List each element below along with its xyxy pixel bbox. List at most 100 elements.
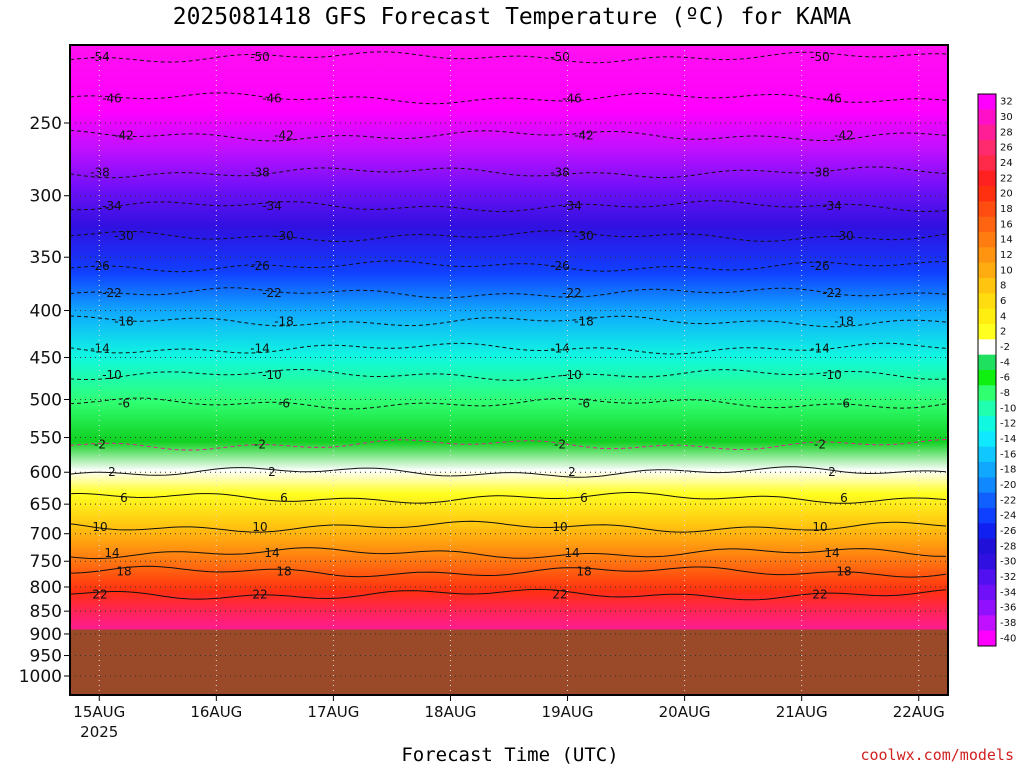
y-tick-label: 800 [30, 578, 62, 598]
contour-label: 18 [116, 565, 131, 579]
contour-label: -46 [102, 91, 122, 105]
contour-label: 10 [92, 520, 107, 534]
colorbar-swatch [978, 354, 996, 371]
colorbar-swatch [978, 508, 996, 524]
y-tick-label: 350 [30, 248, 62, 268]
colorbar-swatch [978, 569, 996, 586]
colorbar-swatch [978, 278, 996, 294]
colorbar-label: 26 [1000, 143, 1013, 154]
y-tick-label: 250 [30, 114, 62, 134]
contour-label: 22 [812, 587, 827, 601]
contour-label: -38 [90, 165, 110, 179]
colorbar-swatch [978, 446, 996, 463]
colorbar-label: 8 [1000, 281, 1006, 292]
contour-label: -42 [574, 129, 594, 143]
contour-label: -10 [102, 368, 122, 382]
y-tick-label: 750 [30, 552, 62, 572]
colorbar-swatch [978, 109, 996, 126]
y-tick-label: 450 [30, 348, 62, 368]
colorbar-label: -34 [1000, 587, 1016, 598]
y-tick-label: 1000 [19, 667, 62, 687]
colorbar-swatch [978, 201, 996, 218]
contour-label: -10 [822, 368, 842, 382]
x-tick-label: 17AUG [307, 703, 359, 721]
x-tick-sublabel: 2025 [80, 723, 118, 741]
contour-label: 6 [840, 491, 848, 505]
contour-label: -46 [262, 91, 282, 105]
colorbar-swatch [978, 308, 996, 325]
contour-label: 6 [280, 491, 288, 505]
contour-label: 2 [108, 465, 116, 479]
contour-line [70, 520, 947, 533]
y-tick-label: 850 [30, 602, 62, 622]
colorbar-label: 24 [1000, 158, 1013, 169]
contour-label: 2 [828, 465, 836, 479]
contour-label: -6 [118, 396, 130, 410]
contour-label: 14 [564, 546, 579, 560]
colorbar-label: -16 [1000, 449, 1016, 460]
contour-label: 10 [812, 520, 827, 534]
colorbar-label: 28 [1000, 127, 1013, 138]
y-tick-label: 700 [30, 525, 62, 545]
colorbar-swatch [978, 630, 996, 647]
y-tick-label: 900 [30, 625, 62, 645]
colorbar-label: -30 [1000, 557, 1016, 568]
contour-label: -10 [562, 368, 582, 382]
colorbar-label: 10 [1000, 265, 1013, 276]
colorbar-swatch [978, 94, 996, 110]
credit-link[interactable]: coolwx.com/models [860, 746, 1014, 764]
colorbar-swatch [978, 186, 996, 202]
x-tick-label: 18AUG [424, 703, 476, 721]
contour-label: -54 [90, 50, 110, 64]
colorbar-swatch [978, 416, 996, 432]
contour-label: -18 [834, 314, 854, 328]
colorbar-label: -4 [1000, 357, 1010, 368]
contour-line [70, 492, 947, 504]
contour-label: -6 [578, 396, 590, 410]
contour-label: -42 [114, 129, 134, 143]
contour-label: 2 [568, 465, 576, 479]
contour-label: -30 [114, 229, 134, 243]
contour-label: -22 [562, 286, 582, 300]
contour-label: -14 [810, 342, 830, 356]
colorbar-swatch [978, 538, 996, 555]
colorbar-swatch [978, 523, 996, 540]
colorbar-label: 2 [1000, 327, 1006, 338]
colorbar-label: 32 [1000, 97, 1013, 108]
y-tick-label: 550 [30, 429, 62, 449]
contour-label: -14 [90, 342, 110, 356]
contour-label: 2 [268, 465, 276, 479]
contour-label: 6 [120, 491, 128, 505]
contour-label: 18 [836, 565, 851, 579]
contour-label: 22 [252, 587, 267, 601]
x-tick-label: 19AUG [542, 703, 594, 721]
below-ground-area [70, 629, 948, 695]
colorbar-label: -28 [1000, 541, 1016, 552]
colorbar-swatch [978, 400, 996, 417]
contour-label: 18 [276, 565, 291, 579]
contour-label: -2 [554, 438, 566, 452]
x-tick-label: 22AUG [893, 703, 945, 721]
x-tick-label: 15AUG [73, 703, 125, 721]
colorbar-label: -14 [1000, 434, 1016, 445]
colorbar-swatch [978, 339, 996, 356]
colorbar-label: -12 [1000, 419, 1016, 430]
contour-label: -30 [274, 229, 294, 243]
contour-label: -34 [562, 199, 582, 213]
contour-label: -38 [810, 165, 830, 179]
contour-label: -2 [254, 438, 266, 452]
contour-label: -26 [550, 259, 570, 273]
colorbar-swatch [978, 477, 996, 494]
contour-label: -22 [262, 286, 282, 300]
colorbar-swatch [978, 370, 996, 386]
contour-label: -2 [94, 438, 106, 452]
colorbar-label: -36 [1000, 603, 1016, 614]
contour-label: -30 [834, 229, 854, 243]
contour-label: -26 [250, 259, 270, 273]
contour-label: -34 [262, 199, 282, 213]
colorbar-label: -26 [1000, 526, 1016, 537]
contour-label: -2 [814, 438, 826, 452]
contour-label: 22 [552, 587, 567, 601]
colorbar-swatch [978, 431, 996, 448]
contour-label: -26 [810, 259, 830, 273]
